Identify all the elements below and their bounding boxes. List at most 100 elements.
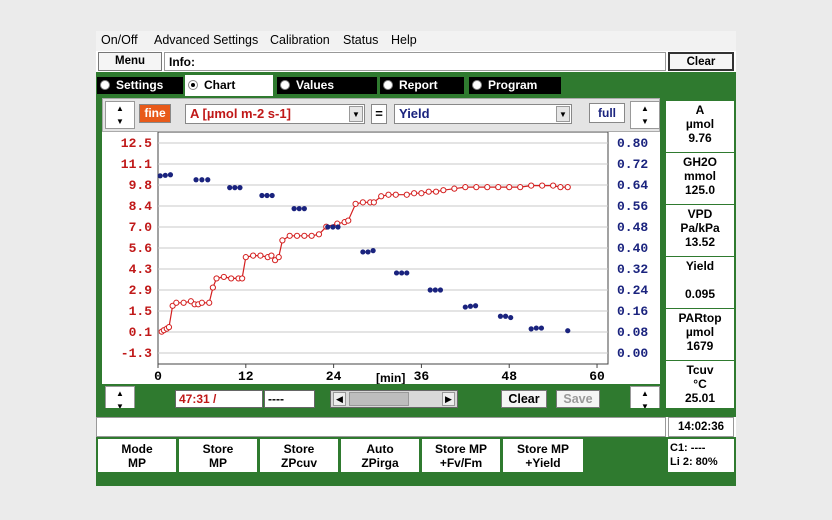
chevron-down-icon[interactable]: ▼	[556, 106, 570, 122]
yield-point	[232, 185, 238, 191]
chart-clear-button[interactable]: Clear	[501, 390, 547, 408]
series-a-point	[418, 190, 425, 197]
time-field-end[interactable]: ----	[264, 390, 315, 408]
left-axis-select[interactable]: A [µmol m-2 s-1] ▼	[185, 104, 365, 124]
yield-point	[335, 224, 341, 230]
tab-chart[interactable]: Chart	[185, 75, 273, 96]
series-a-point	[345, 217, 352, 224]
y-right-tick-label: 0.72	[617, 157, 648, 172]
y-left-axis: 12.5 11.1 9.8 8.4 7.0 5.6 4.3 2.9 1.5 0.1 -1.3	[121, 136, 152, 361]
series-a-point	[228, 275, 235, 282]
tab-settings[interactable]: Settings	[97, 77, 183, 94]
y-right-tick-label: 0.00	[617, 346, 648, 361]
y-right-tick-label: 0.48	[617, 220, 648, 235]
tab-values[interactable]: Values	[277, 77, 377, 94]
series-a-point	[378, 193, 385, 200]
x-tick-label: 24	[326, 369, 342, 384]
series-a-point	[557, 184, 564, 191]
yield-point	[472, 303, 479, 309]
menu-status[interactable]: Status	[343, 33, 379, 47]
series-a-point	[495, 184, 502, 191]
series-a-point	[410, 190, 418, 197]
yield-point	[538, 325, 545, 331]
menu-advanced-settings[interactable]: Advanced Settings	[154, 33, 259, 47]
radio-icon	[280, 80, 290, 90]
series-a-point	[198, 299, 206, 306]
scroll-thumb[interactable]	[349, 392, 409, 406]
series-a-point	[517, 184, 524, 191]
x-axis: 0 12 24 36 48 60	[154, 364, 605, 384]
series-a-point	[180, 299, 187, 306]
radio-icon	[472, 80, 482, 90]
yield-point	[301, 206, 307, 212]
info-label: Info:	[169, 55, 195, 69]
yield-point	[427, 287, 433, 293]
y-right-tick-label: 0.32	[617, 262, 648, 277]
auto-zpirga-button[interactable]: Auto ZPirga	[341, 439, 419, 472]
yield-point	[399, 270, 405, 276]
x-tick-label: 36	[414, 369, 430, 384]
time-scrollbar[interactable]: ◀ ▶	[330, 390, 458, 408]
store-mp-button[interactable]: Store MP	[179, 439, 257, 472]
menu-on-off[interactable]: On/Off	[101, 33, 138, 47]
series-a-point	[242, 254, 249, 261]
save-button[interactable]: Save	[556, 390, 600, 408]
yield-point	[193, 177, 199, 183]
scroll-left-icon[interactable]: ◀	[333, 392, 346, 406]
sidebar-partop: PARtop µmol 1679	[666, 309, 734, 360]
y-right-tick-label: 0.64	[617, 178, 648, 193]
series-a-point	[220, 273, 227, 281]
chevron-down-icon[interactable]: ▼	[349, 106, 363, 122]
series-a-point	[315, 231, 323, 238]
store-zpcuv-button[interactable]: Store ZPcuv	[260, 439, 338, 472]
right-axis-select[interactable]: Yield ▼	[394, 104, 572, 124]
store-mp-fvfm-button[interactable]: Store MP +Fv/Fm	[422, 439, 500, 472]
series-a	[158, 182, 571, 335]
right-spin-control[interactable]: ▲ ▼	[630, 101, 660, 129]
store-mp-yield-button[interactable]: Store MP +Yield	[503, 439, 583, 472]
mode-mp-button[interactable]: Mode MP	[98, 439, 176, 472]
yield-point	[296, 206, 302, 212]
yield-point	[365, 249, 371, 255]
sidebar-tcuv: Tcuv °C 25.01	[666, 361, 734, 408]
series-a-point	[286, 232, 293, 239]
clock: 14:02:36	[668, 417, 734, 437]
series-a-point	[308, 232, 315, 239]
y-left-tick-label: 12.5	[121, 136, 152, 151]
series-a-point	[359, 199, 366, 206]
c1-status: C1: ----	[670, 442, 706, 454]
yield-point	[370, 248, 376, 254]
time-field[interactable]: 47:31 /	[175, 390, 263, 408]
series-a-point	[250, 252, 257, 259]
series-a-point	[209, 284, 216, 291]
clear-info-button[interactable]: Clear	[668, 52, 734, 71]
menu-button[interactable]: Menu	[98, 52, 162, 71]
menu-help[interactable]: Help	[391, 33, 417, 47]
sidebar-gh2o: GH2O mmol 125.0	[666, 153, 734, 204]
full-button[interactable]: full	[589, 103, 625, 123]
series-a-point	[173, 299, 180, 306]
series-a-point	[440, 187, 447, 194]
tab-report[interactable]: Report	[380, 77, 464, 94]
tab-program[interactable]: Program	[469, 77, 561, 94]
scroll-right-icon[interactable]: ▶	[442, 392, 455, 406]
series-a-point	[268, 252, 275, 259]
yield-point	[330, 224, 336, 230]
yield-point	[269, 192, 275, 199]
y-left-tick-label: 7.0	[129, 220, 153, 235]
series-a-point	[293, 232, 301, 239]
sidebar-yield: Yield 0.095	[666, 257, 734, 308]
x-axis-label: [min]	[376, 371, 405, 384]
menu-calibration[interactable]: Calibration	[270, 33, 330, 47]
equals-label: =	[371, 104, 387, 124]
series-a-point	[301, 232, 308, 239]
left-spin-control[interactable]: ▲ ▼	[105, 101, 135, 129]
series-a-point	[275, 254, 282, 261]
channel-status: C1: ---- Li 2: 80%	[668, 439, 734, 472]
fine-button[interactable]: fine	[139, 104, 171, 123]
series-a-point	[392, 191, 399, 198]
series-a-point	[257, 252, 264, 259]
y-right-tick-label: 0.16	[617, 304, 648, 319]
yield-point	[291, 206, 297, 212]
yield-point	[533, 325, 539, 331]
